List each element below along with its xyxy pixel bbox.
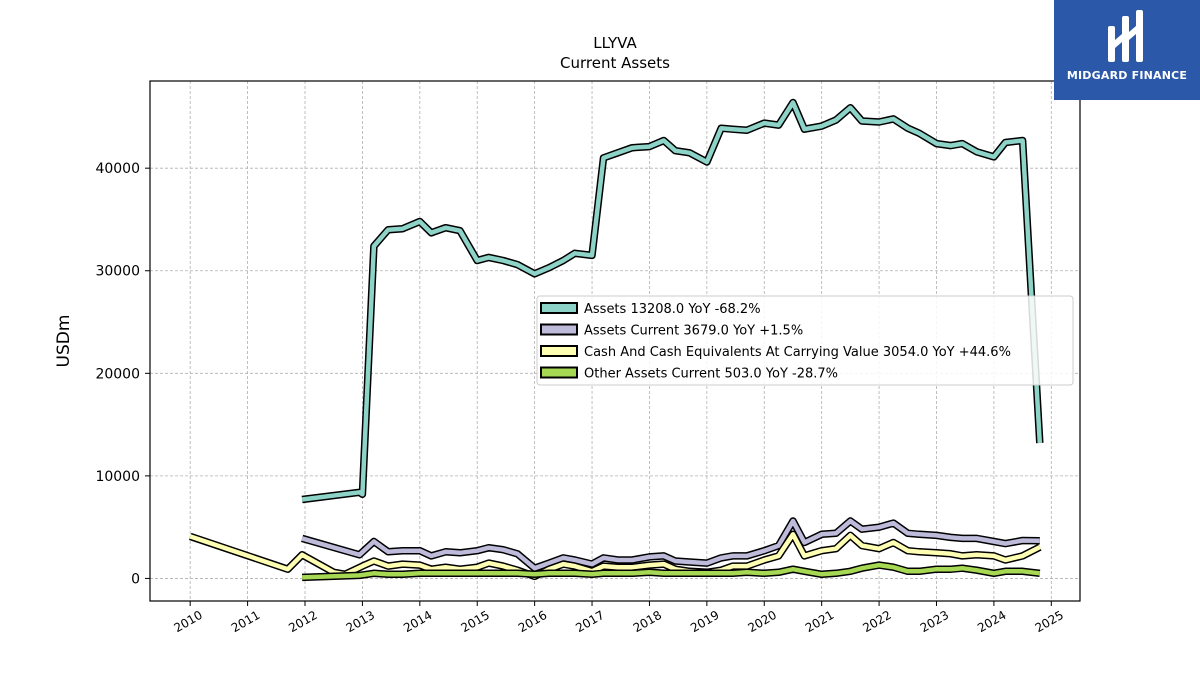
- series-other-assets-current: [301, 561, 1041, 582]
- x-tick-label: 2019: [688, 608, 721, 635]
- legend-label: Assets Current 3679.0 YoY +1.5%: [584, 324, 803, 339]
- x-tick-label: 2017: [573, 608, 606, 635]
- x-tick-label: 2021: [803, 608, 836, 635]
- logo-mark-icon: [1108, 10, 1143, 62]
- chart-subtitle: Current Assets: [560, 54, 670, 72]
- y-axis-label: USDm: [54, 315, 74, 368]
- x-tick-label: 2010: [171, 608, 204, 635]
- x-tick-label: 2020: [746, 608, 779, 635]
- legend: Assets 13208.0 YoY -68.2% Assets Current …: [536, 295, 1074, 386]
- y-tick-label: 20000: [95, 366, 140, 382]
- x-tick-label: 2011: [229, 608, 262, 635]
- y-axis-ticks: 0 10000 20000 30000 40000: [95, 161, 150, 587]
- legend-label: Other Assets Current 503.0 YoY -28.7%: [584, 367, 838, 382]
- legend-swatch: [540, 366, 578, 379]
- x-tick-label: 2014: [401, 608, 434, 635]
- series-cash-and-cash-equivalents-at-carrying-value: [189, 530, 1042, 581]
- chart-title: LLYVA: [593, 34, 637, 52]
- x-tick-label: 2024: [975, 608, 1008, 635]
- x-tick-label: 2016: [516, 608, 549, 635]
- legend-label: Cash And Cash Equivalents At Carrying Va…: [584, 345, 1011, 360]
- series-assets-current: [301, 517, 1040, 572]
- legend-box: [536, 295, 1074, 386]
- y-tick-label: 40000: [95, 161, 140, 177]
- series-line: [301, 518, 1040, 571]
- y-tick-label: 30000: [95, 264, 140, 280]
- x-axis-ticks: 2010 2011 2012 2013 2014 2015 2016 2017 2018 2019…: [171, 601, 1066, 635]
- y-tick-label: 0: [131, 571, 140, 587]
- x-tick-label: 2018: [631, 608, 664, 635]
- x-tick-label: 2013: [344, 608, 377, 635]
- plot-frame: [149, 80, 1081, 602]
- legend-swatch: [540, 302, 578, 314]
- x-tick-label: 2015: [458, 608, 491, 635]
- legend-label: Assets 13208.0 YoY -68.2%: [584, 302, 761, 317]
- series-assets: [301, 98, 1044, 504]
- x-tick-label: 2025: [1033, 608, 1066, 635]
- x-tick-label: 2022: [860, 608, 893, 635]
- series-lines: [189, 98, 1044, 582]
- logo-text: MIDGARD FINANCE: [1066, 69, 1188, 82]
- x-tick-label: 2023: [918, 608, 951, 635]
- legend-swatch: [540, 323, 578, 336]
- y-tick-label: 10000: [95, 469, 140, 485]
- series-line: [189, 532, 1041, 579]
- midgard-finance-logo: MIDGARD FINANCE: [1054, 0, 1200, 100]
- series-line: [302, 562, 1041, 580]
- legend-swatch: [540, 345, 578, 357]
- series-line: [301, 100, 1043, 502]
- x-tick-label: 2012: [286, 608, 319, 635]
